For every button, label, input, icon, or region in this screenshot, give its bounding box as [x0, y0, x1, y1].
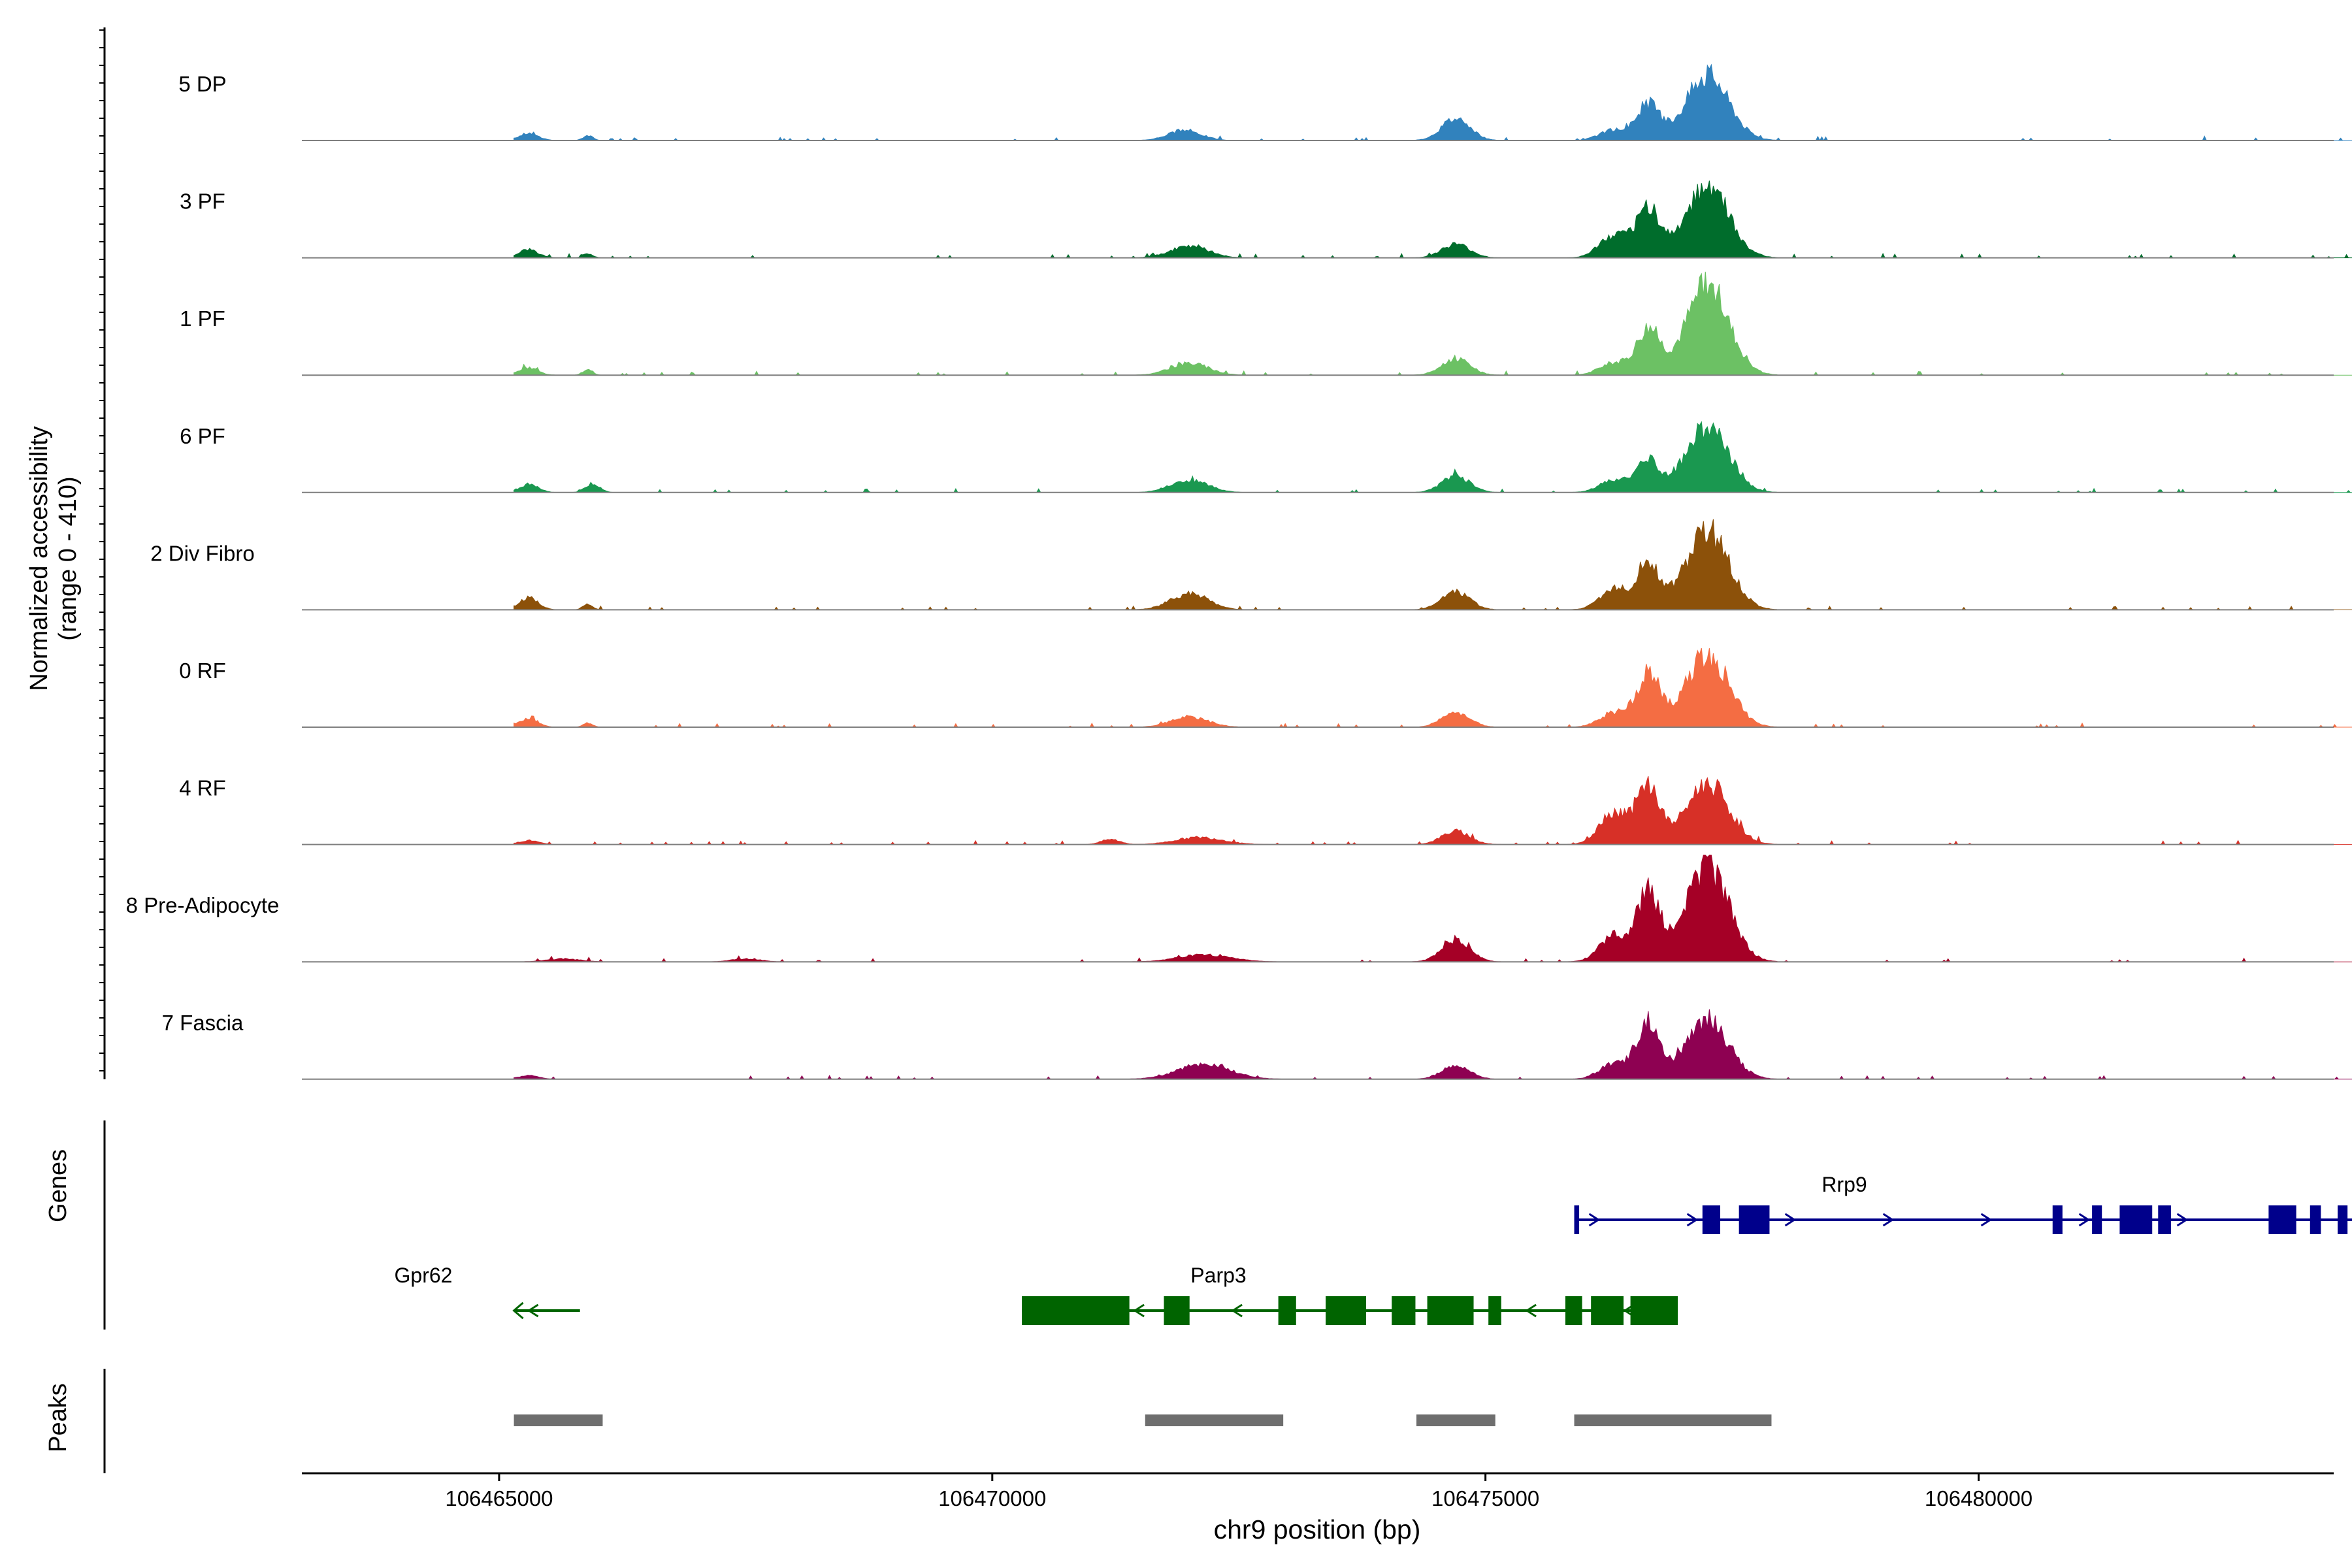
exon [1630, 1296, 1678, 1325]
gene-label: Gpr62 [395, 1264, 453, 1287]
track-label: 0 RF [179, 659, 226, 683]
exon [2119, 1205, 2153, 1234]
exon [1278, 1296, 1296, 1325]
exon [1326, 1296, 1366, 1325]
y-axis-label-line1: Normalized accessibility [25, 426, 53, 691]
track-label: 2 Div Fibro [150, 541, 255, 565]
exon [1739, 1205, 1770, 1234]
track-label: 3 PF [180, 189, 225, 214]
exon [1574, 1205, 1580, 1234]
accessibility-y-axis [99, 27, 106, 1079]
exon [2052, 1205, 2063, 1234]
exon [1022, 1296, 1130, 1325]
exon [1565, 1296, 1582, 1325]
strand-arrow [1525, 1303, 1537, 1318]
coverage-tracks: 5 DP 3 PF 1 PF 6 PF 2 Div Fibro 0 RF 4 RF 8 Pre… [126, 63, 2352, 1080]
strand-arrow [527, 1303, 539, 1318]
strand-arrow [512, 1301, 524, 1320]
y-axis-label-line2: (range 0 - 410) [54, 476, 82, 640]
strand-arrow [1231, 1303, 1243, 1318]
coverage-area [514, 1009, 2352, 1080]
coverage-area [514, 776, 2352, 845]
gene-label: Parp3 [1190, 1264, 1246, 1287]
strand-arrow [1980, 1213, 1993, 1227]
track-label: 7 Fascia [162, 1011, 244, 1035]
coverage-area [514, 647, 2352, 728]
x-tick-label: 106465000 [445, 1486, 553, 1511]
genes-label: Genes [44, 1149, 72, 1222]
track-3-pf: 3 PF [180, 180, 2352, 259]
track-label: 4 RF [179, 776, 226, 800]
track-5-dp: 5 DP [178, 63, 2352, 142]
exon [1427, 1296, 1474, 1325]
coverage-area [514, 519, 2352, 610]
strand-arrow [1882, 1213, 1895, 1227]
peak-region [514, 1414, 603, 1426]
track-1-pf: 1 PF [180, 271, 2352, 376]
track-label: 8 Pre-Adipocyte [126, 893, 280, 917]
track-0-rf: 0 RF [179, 647, 2352, 728]
track-7-fascia: 7 Fascia [162, 1009, 2352, 1080]
gene-track: Rrp9 Gpr62 Parp3 [103, 1120, 2352, 1330]
track-2-div-fibro: 2 Div Fibro [150, 519, 2352, 611]
track-label: 1 PF [180, 306, 225, 331]
strand-arrow [2078, 1213, 2091, 1227]
coverage-area [514, 271, 2352, 376]
exon [1591, 1296, 1624, 1325]
peak-region [1416, 1414, 1495, 1426]
exon [1164, 1296, 1190, 1325]
exon [1392, 1296, 1416, 1325]
coverage-area [514, 180, 2352, 259]
exon [2158, 1205, 2171, 1234]
exon [2310, 1205, 2321, 1234]
peaks-label: Peaks [44, 1383, 72, 1452]
peak-track [103, 1369, 1772, 1473]
exon [2268, 1205, 2296, 1234]
x-axis-label: chr9 position (bp) [1214, 1514, 1421, 1544]
gene-label: Rrp9 [1821, 1173, 1867, 1196]
gene-rrp9: Rrp9 [1574, 1173, 2352, 1234]
x-tick-label: 106480000 [1925, 1486, 2033, 1511]
strand-arrow [1784, 1213, 1797, 1227]
x-tick-label: 106470000 [938, 1486, 1046, 1511]
coverage-area [514, 63, 2352, 142]
coverage-area [514, 855, 2352, 962]
strand-arrow [1588, 1213, 1601, 1227]
track-label: 5 DP [178, 72, 226, 96]
gene-gpr62: Gpr62 [395, 1264, 580, 1320]
exon [1488, 1296, 1501, 1325]
track-label: 6 PF [180, 424, 225, 448]
track-4-rf: 4 RF [179, 776, 2352, 845]
strand-arrow [1686, 1213, 1699, 1227]
peak-region [1574, 1414, 1772, 1426]
gene-parp3: Parp3 [1022, 1264, 1678, 1325]
peak-region [1145, 1414, 1284, 1426]
track-8-pre-adipocyte: 8 Pre-Adipocyte [126, 855, 2352, 963]
strand-arrow [2176, 1213, 2189, 1227]
x-tick-label: 106475000 [1431, 1486, 1539, 1511]
x-axis: 106465000 106470000 106475000 106480000 [302, 1472, 2334, 1511]
exon [2092, 1205, 2102, 1234]
strand-arrow [1133, 1303, 1145, 1318]
exon [1702, 1205, 1720, 1234]
coverage-area [514, 421, 2352, 493]
track-6-pf: 6 PF [180, 421, 2352, 493]
exon [2338, 1205, 2348, 1234]
